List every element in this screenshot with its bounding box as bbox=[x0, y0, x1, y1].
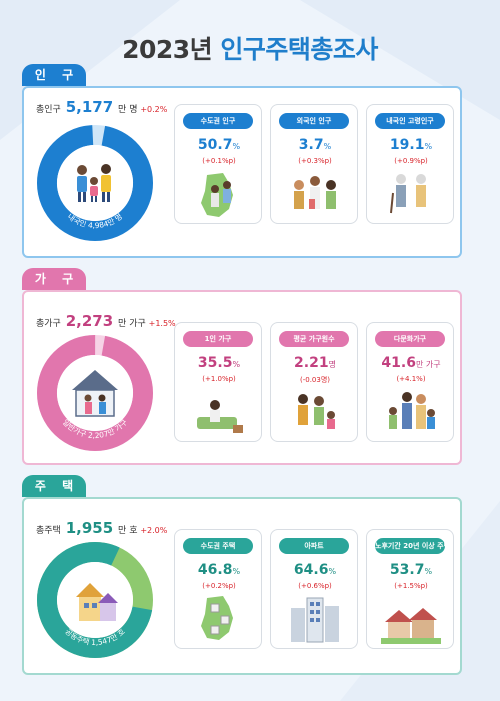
households-section: 총가구 2,273 만 가구 +1.5% 일반가구 2,207만 가구 1인 가… bbox=[22, 290, 462, 465]
family-members-icon bbox=[298, 394, 335, 429]
total-value: 5,177 bbox=[65, 98, 114, 116]
card-title: 아파트 bbox=[279, 538, 349, 554]
total-value: 1,955 bbox=[65, 519, 114, 537]
old-houses-icon bbox=[381, 608, 441, 644]
housing-section: 총주택 1,955 만 호 +2.0% 공동주택 1,547만 호 수도권 주택… bbox=[22, 497, 462, 675]
card-value: 35.5% bbox=[197, 355, 241, 371]
card-title: 1인 가구 bbox=[183, 331, 253, 347]
card-value: 64.6% bbox=[293, 562, 337, 578]
apartment-icon bbox=[291, 597, 339, 643]
total-change: +1.5% bbox=[148, 319, 176, 328]
tab-housing: 주 택 bbox=[22, 475, 86, 497]
card-change: (+0.9%p) bbox=[394, 157, 428, 165]
tab-population: 인 구 bbox=[22, 64, 86, 86]
stat-card: 수도권 주택 46.8% (+0.2%p) bbox=[174, 529, 262, 649]
population-section: 총인구 5,177 만 명 +0.2% 내국인 4,984만 명 수도권 인구 … bbox=[22, 86, 462, 258]
card-value: 3.7% bbox=[298, 137, 332, 153]
stat-card: 수도권 인구 50.7% (+0.1%p) bbox=[174, 104, 262, 224]
card-title: 수도권 인구 bbox=[183, 113, 253, 129]
card-change: (+0.6%p) bbox=[298, 582, 332, 590]
total-label: 총가구 bbox=[36, 319, 61, 329]
households-total: 총가구 2,273 만 가구 +1.5% bbox=[36, 312, 176, 330]
houses-icon bbox=[76, 583, 118, 621]
family-icon bbox=[77, 164, 111, 202]
card-title: 수도권 주택 bbox=[183, 538, 253, 554]
card-change: (+4.1%) bbox=[396, 375, 426, 383]
stat-card: 1인 가구 35.5% (+1.0%p) bbox=[174, 322, 262, 442]
stat-card: 다문화가구 41.6만 가구 (+4.1%) bbox=[366, 322, 454, 442]
donut-arc bbox=[37, 125, 153, 241]
total-unit: 만 명 bbox=[118, 105, 138, 115]
page-title: 2023년 인구주택총조사 bbox=[0, 30, 500, 66]
card-title: 다문화가구 bbox=[375, 331, 445, 347]
total-change: +0.2% bbox=[140, 105, 168, 114]
house-family-icon bbox=[72, 370, 118, 417]
title-keyword: 인구주택총조사 bbox=[220, 35, 378, 64]
stat-card: 평균 가구원수 2.21명 (-0.03명) bbox=[270, 322, 358, 442]
housing-total: 총주택 1,955 만 호 +2.0% bbox=[36, 519, 167, 537]
total-label: 총인구 bbox=[36, 105, 61, 115]
population-donut: 내국인 4,984만 명 bbox=[37, 125, 153, 241]
foreigners-icon bbox=[294, 176, 336, 209]
card-change: (+0.2%p) bbox=[202, 582, 236, 590]
population-total: 총인구 5,177 만 명 +0.2% bbox=[36, 98, 167, 116]
total-change: +2.0% bbox=[140, 526, 168, 535]
title-year: 2023년 bbox=[122, 35, 213, 64]
card-title: 내국인 고령인구 bbox=[375, 113, 445, 129]
card-value: 19.1% bbox=[389, 137, 433, 153]
stat-card: 노후기간 20년 이상 주택 53.7% (+1.5%p) bbox=[366, 529, 454, 649]
card-title: 외국인 인구 bbox=[279, 113, 349, 129]
card-value: 41.6만 가구 bbox=[381, 355, 441, 371]
card-title: 평균 가구원수 bbox=[279, 331, 349, 347]
card-change: (-0.03명) bbox=[299, 376, 330, 384]
card-title: 노후기간 20년 이상 주택 bbox=[375, 538, 445, 554]
korea-map-icon bbox=[201, 173, 233, 217]
card-value: 2.21명 bbox=[294, 355, 336, 371]
total-unit: 만 가구 bbox=[118, 319, 146, 329]
stat-card: 아파트 64.6% (+0.6%p) bbox=[270, 529, 358, 649]
card-change: (+0.1%p) bbox=[202, 157, 236, 165]
stat-card: 내국인 고령인구 19.1% (+0.9%p) bbox=[366, 104, 454, 224]
total-unit: 만 호 bbox=[118, 526, 138, 536]
single-person-icon bbox=[197, 400, 243, 433]
korea-map-houses-icon bbox=[201, 596, 233, 640]
elderly-icon bbox=[390, 174, 426, 214]
households-donut: 일반가구 2,207만 가구 bbox=[37, 335, 153, 451]
card-value: 50.7% bbox=[197, 137, 241, 153]
card-value: 53.7% bbox=[389, 562, 433, 578]
multicultural-family-icon bbox=[389, 392, 435, 429]
card-change: (+1.5%p) bbox=[394, 582, 428, 590]
stat-card: 외국인 인구 3.7% (+0.3%p) bbox=[270, 104, 358, 224]
housing-donut: 공동주택 1,547만 호 bbox=[37, 542, 153, 658]
total-label: 총주택 bbox=[36, 526, 61, 536]
tab-households: 가 구 bbox=[22, 268, 86, 290]
donut-arc bbox=[37, 335, 153, 451]
card-value: 46.8% bbox=[197, 562, 241, 578]
total-value: 2,273 bbox=[65, 312, 114, 330]
card-change: (+0.3%p) bbox=[298, 157, 332, 165]
card-change: (+1.0%p) bbox=[202, 375, 236, 383]
